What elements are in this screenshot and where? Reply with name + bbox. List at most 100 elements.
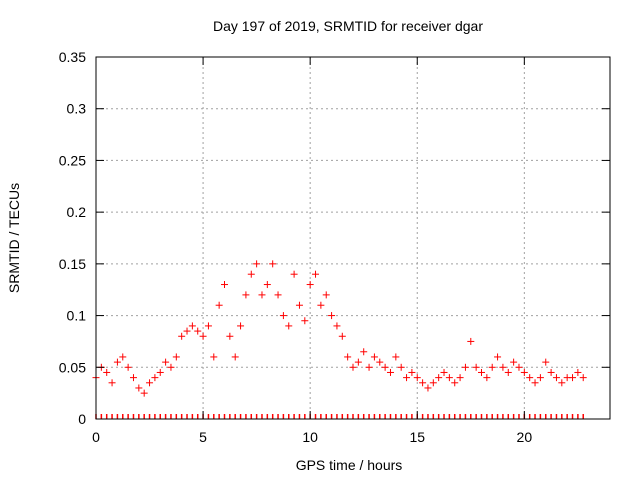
- data-point: [569, 374, 577, 382]
- data-point: [178, 332, 186, 340]
- data-point: [392, 353, 400, 361]
- data-point: [397, 363, 405, 371]
- y-tick-label: 0.3: [67, 101, 87, 117]
- y-axis-label: SRMTID / TECUs: [6, 183, 22, 293]
- data-point: [119, 353, 127, 361]
- data-point: [408, 368, 416, 376]
- data-point: [435, 374, 443, 382]
- x-tick-label: 5: [199, 429, 207, 445]
- data-point: [338, 332, 346, 340]
- data-point: [344, 353, 352, 361]
- data-point: [445, 374, 453, 382]
- data-point: [301, 317, 309, 325]
- data-point: [317, 301, 325, 309]
- data-point: [542, 358, 550, 366]
- data-point: [515, 363, 523, 371]
- data-point: [536, 374, 544, 382]
- data-point: [231, 353, 239, 361]
- data-point: [162, 358, 170, 366]
- data-point: [558, 379, 566, 387]
- data-point: [103, 368, 111, 376]
- y-tick-label: 0.05: [59, 359, 86, 375]
- data-point: [574, 368, 582, 376]
- data-point: [129, 374, 137, 382]
- data-point: [253, 260, 261, 268]
- y-tick-label: 0.35: [59, 49, 86, 65]
- data-point: [226, 332, 234, 340]
- data-point: [461, 363, 469, 371]
- data-point: [221, 281, 228, 289]
- data-point: [504, 368, 512, 376]
- data-point: [333, 322, 341, 330]
- data-point: [467, 337, 475, 345]
- data-point: [456, 374, 464, 382]
- data-point: [349, 363, 357, 371]
- y-tick-label: 0.2: [67, 204, 87, 220]
- data-point: [478, 368, 485, 376]
- data-point: [360, 348, 368, 356]
- data-point: [370, 353, 378, 361]
- rug-marks: [95, 414, 584, 419]
- data-point: [183, 327, 191, 335]
- axis-ticks: 0 0.05 0.1 0.15 0.2 0.25 0.3 0.35 0 5 10 15 20: [59, 49, 610, 445]
- data-point: [419, 379, 427, 387]
- data-point: [494, 353, 502, 361]
- y-tick-label: 0: [78, 411, 86, 427]
- data-point: [386, 368, 394, 376]
- data-point: [215, 301, 223, 309]
- data-point: [526, 374, 534, 382]
- data-point: [552, 374, 560, 382]
- x-tick-label: 10: [302, 429, 318, 445]
- data-points: [92, 260, 587, 397]
- y-tick-label: 0.25: [59, 152, 86, 168]
- data-point: [188, 322, 196, 330]
- data-point: [199, 332, 207, 340]
- x-tick-label: 0: [92, 429, 100, 445]
- data-point: [151, 374, 159, 382]
- data-point: [263, 281, 271, 289]
- y-tick-label: 0.1: [67, 308, 87, 324]
- data-point: [499, 363, 507, 371]
- data-point: [279, 312, 287, 320]
- data-point: [274, 291, 282, 299]
- data-point: [247, 270, 255, 278]
- data-point: [295, 301, 303, 309]
- data-point: [531, 379, 539, 387]
- data-point: [403, 374, 411, 382]
- data-point: [285, 322, 293, 330]
- data-point: [381, 363, 389, 371]
- data-point: [376, 358, 384, 366]
- data-point: [510, 358, 518, 366]
- y-tick-label: 0.15: [59, 256, 86, 272]
- x-axis-label: GPS time / hours: [296, 457, 403, 473]
- data-point: [108, 379, 116, 387]
- data-point: [328, 312, 336, 320]
- data-point: [113, 358, 121, 366]
- x-tick-label: 15: [409, 429, 425, 445]
- data-point: [167, 363, 175, 371]
- data-point: [124, 363, 132, 371]
- data-point: [269, 260, 277, 268]
- data-point: [156, 368, 164, 376]
- data-point: [520, 368, 528, 376]
- data-point: [413, 374, 421, 382]
- data-point: [290, 270, 298, 278]
- grid-lines: [96, 57, 610, 419]
- data-point: [242, 291, 250, 299]
- data-point: [258, 291, 266, 299]
- data-point: [440, 368, 448, 376]
- data-point: [472, 363, 480, 371]
- data-point: [365, 363, 373, 371]
- data-point: [451, 379, 459, 387]
- data-point: [354, 358, 362, 366]
- data-point: [547, 368, 555, 376]
- data-point: [488, 363, 496, 371]
- x-tick-label: 20: [517, 429, 533, 445]
- chart-title: Day 197 of 2019, SRMTID for receiver dga…: [213, 18, 483, 34]
- data-point: [429, 379, 437, 387]
- data-point: [483, 374, 491, 382]
- data-point: [204, 322, 212, 330]
- data-point: [140, 389, 148, 397]
- data-point: [424, 384, 432, 392]
